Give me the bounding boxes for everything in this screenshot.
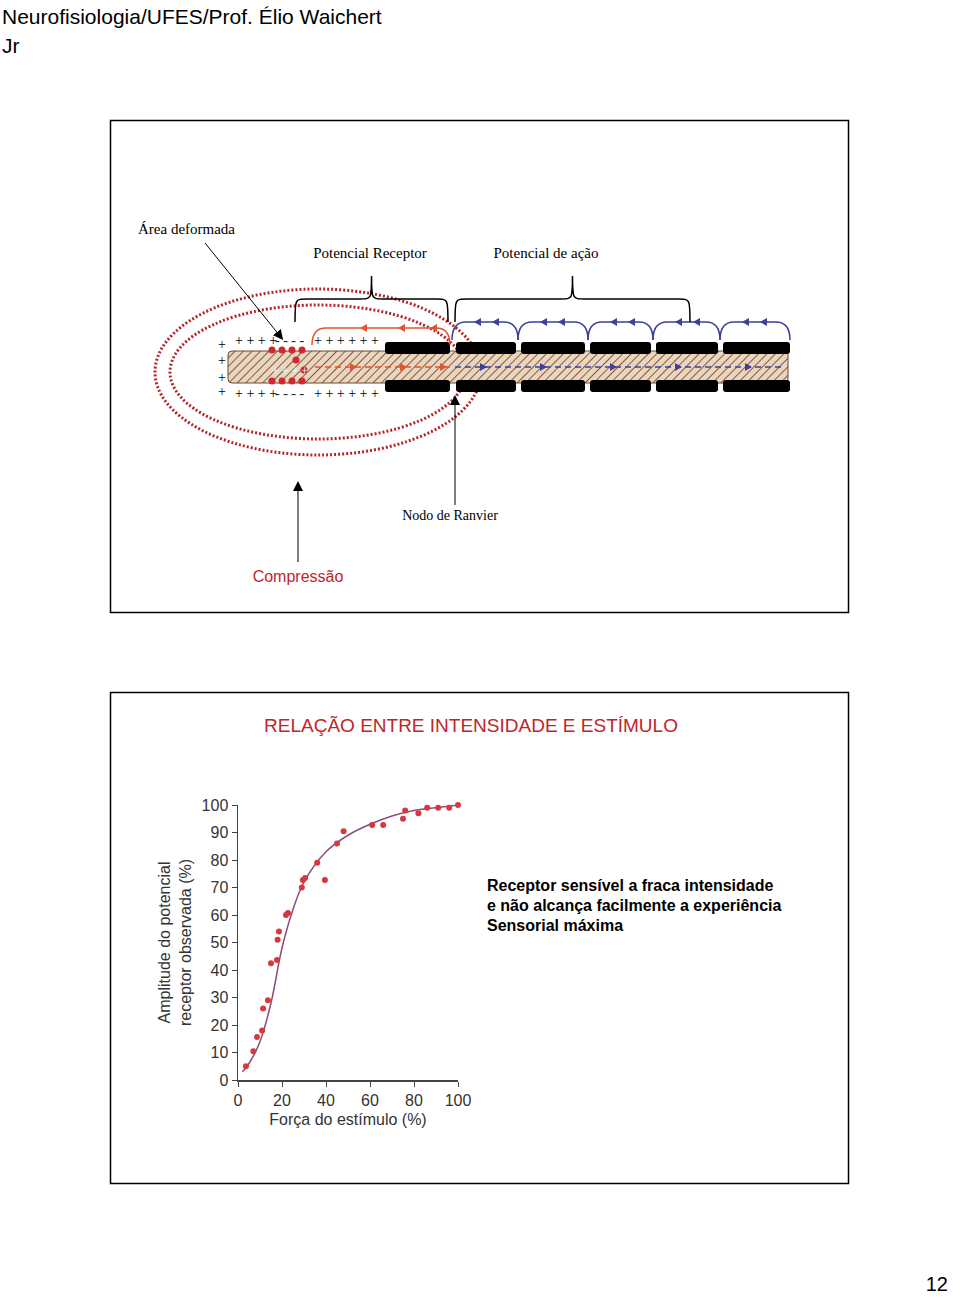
svg-text:0: 0 bbox=[234, 1092, 243, 1109]
svg-text:60: 60 bbox=[211, 907, 229, 924]
svg-text:Potencial Receptor: Potencial Receptor bbox=[313, 245, 427, 261]
svg-text:+ + + +: + + + + bbox=[235, 333, 277, 348]
svg-text:40: 40 bbox=[317, 1092, 335, 1109]
html-text:Jr: Jr bbox=[2, 34, 20, 57]
svg-text:+ + + + + +: + + + + + + bbox=[314, 333, 379, 348]
svg-text:100: 100 bbox=[202, 797, 229, 814]
svg-text:Nodo de Ranvier: Nodo de Ranvier bbox=[402, 508, 498, 523]
svg-text:Amplitude do potencialreceptor: Amplitude do potencialreceptor observada… bbox=[156, 859, 194, 1026]
svg-text:60: 60 bbox=[361, 1092, 379, 1109]
html-text:Sensorial máxima: Sensorial máxima bbox=[487, 917, 624, 934]
svg-text:+ + + + + +: + + + + + + bbox=[314, 386, 379, 401]
svg-text:Área deformada: Área deformada bbox=[138, 221, 235, 237]
svg-text:0: 0 bbox=[219, 1072, 228, 1089]
svg-text:Compressão: Compressão bbox=[253, 568, 344, 585]
html-text:e não alcança facilmente a exp: e não alcança facilmente a experiência bbox=[487, 897, 782, 914]
svg-text:- - - -: - - - - bbox=[275, 386, 304, 401]
svg-text:20: 20 bbox=[273, 1092, 291, 1109]
svg-text:+ + + +: + + + + bbox=[235, 386, 277, 401]
svg-text:90: 90 bbox=[211, 824, 229, 841]
svg-text:50: 50 bbox=[211, 934, 229, 951]
svg-text:+ + + +: + + + + bbox=[272, 364, 308, 378]
svg-text:+: + bbox=[218, 384, 226, 399]
svg-text:70: 70 bbox=[211, 879, 229, 896]
svg-text:+: + bbox=[218, 370, 226, 385]
svg-text:+: + bbox=[218, 337, 226, 352]
svg-text:10: 10 bbox=[211, 1044, 229, 1061]
html-text:Neurofisiologia/UFES/Prof. Éli: Neurofisiologia/UFES/Prof. Élio Waichert bbox=[2, 5, 382, 28]
svg-text:80: 80 bbox=[211, 852, 229, 869]
svg-text:40: 40 bbox=[211, 962, 229, 979]
svg-text:+: + bbox=[218, 353, 226, 368]
svg-text:100: 100 bbox=[445, 1092, 472, 1109]
svg-text:20: 20 bbox=[211, 1017, 229, 1034]
svg-text:80: 80 bbox=[405, 1092, 423, 1109]
svg-text:Força do estímulo (%): Força do estímulo (%) bbox=[269, 1111, 426, 1128]
html-text:12: 12 bbox=[925, 1273, 948, 1295]
svg-text:30: 30 bbox=[211, 989, 229, 1006]
svg-text:RELAÇÃO ENTRE INTENSIDADE E ES: RELAÇÃO ENTRE INTENSIDADE E ESTÍMULO bbox=[264, 715, 678, 736]
html-text:Receptor sensível a fraca inte: Receptor sensível a fraca intensidade bbox=[487, 877, 774, 894]
svg-text:Potencial de ação: Potencial de ação bbox=[494, 245, 599, 261]
